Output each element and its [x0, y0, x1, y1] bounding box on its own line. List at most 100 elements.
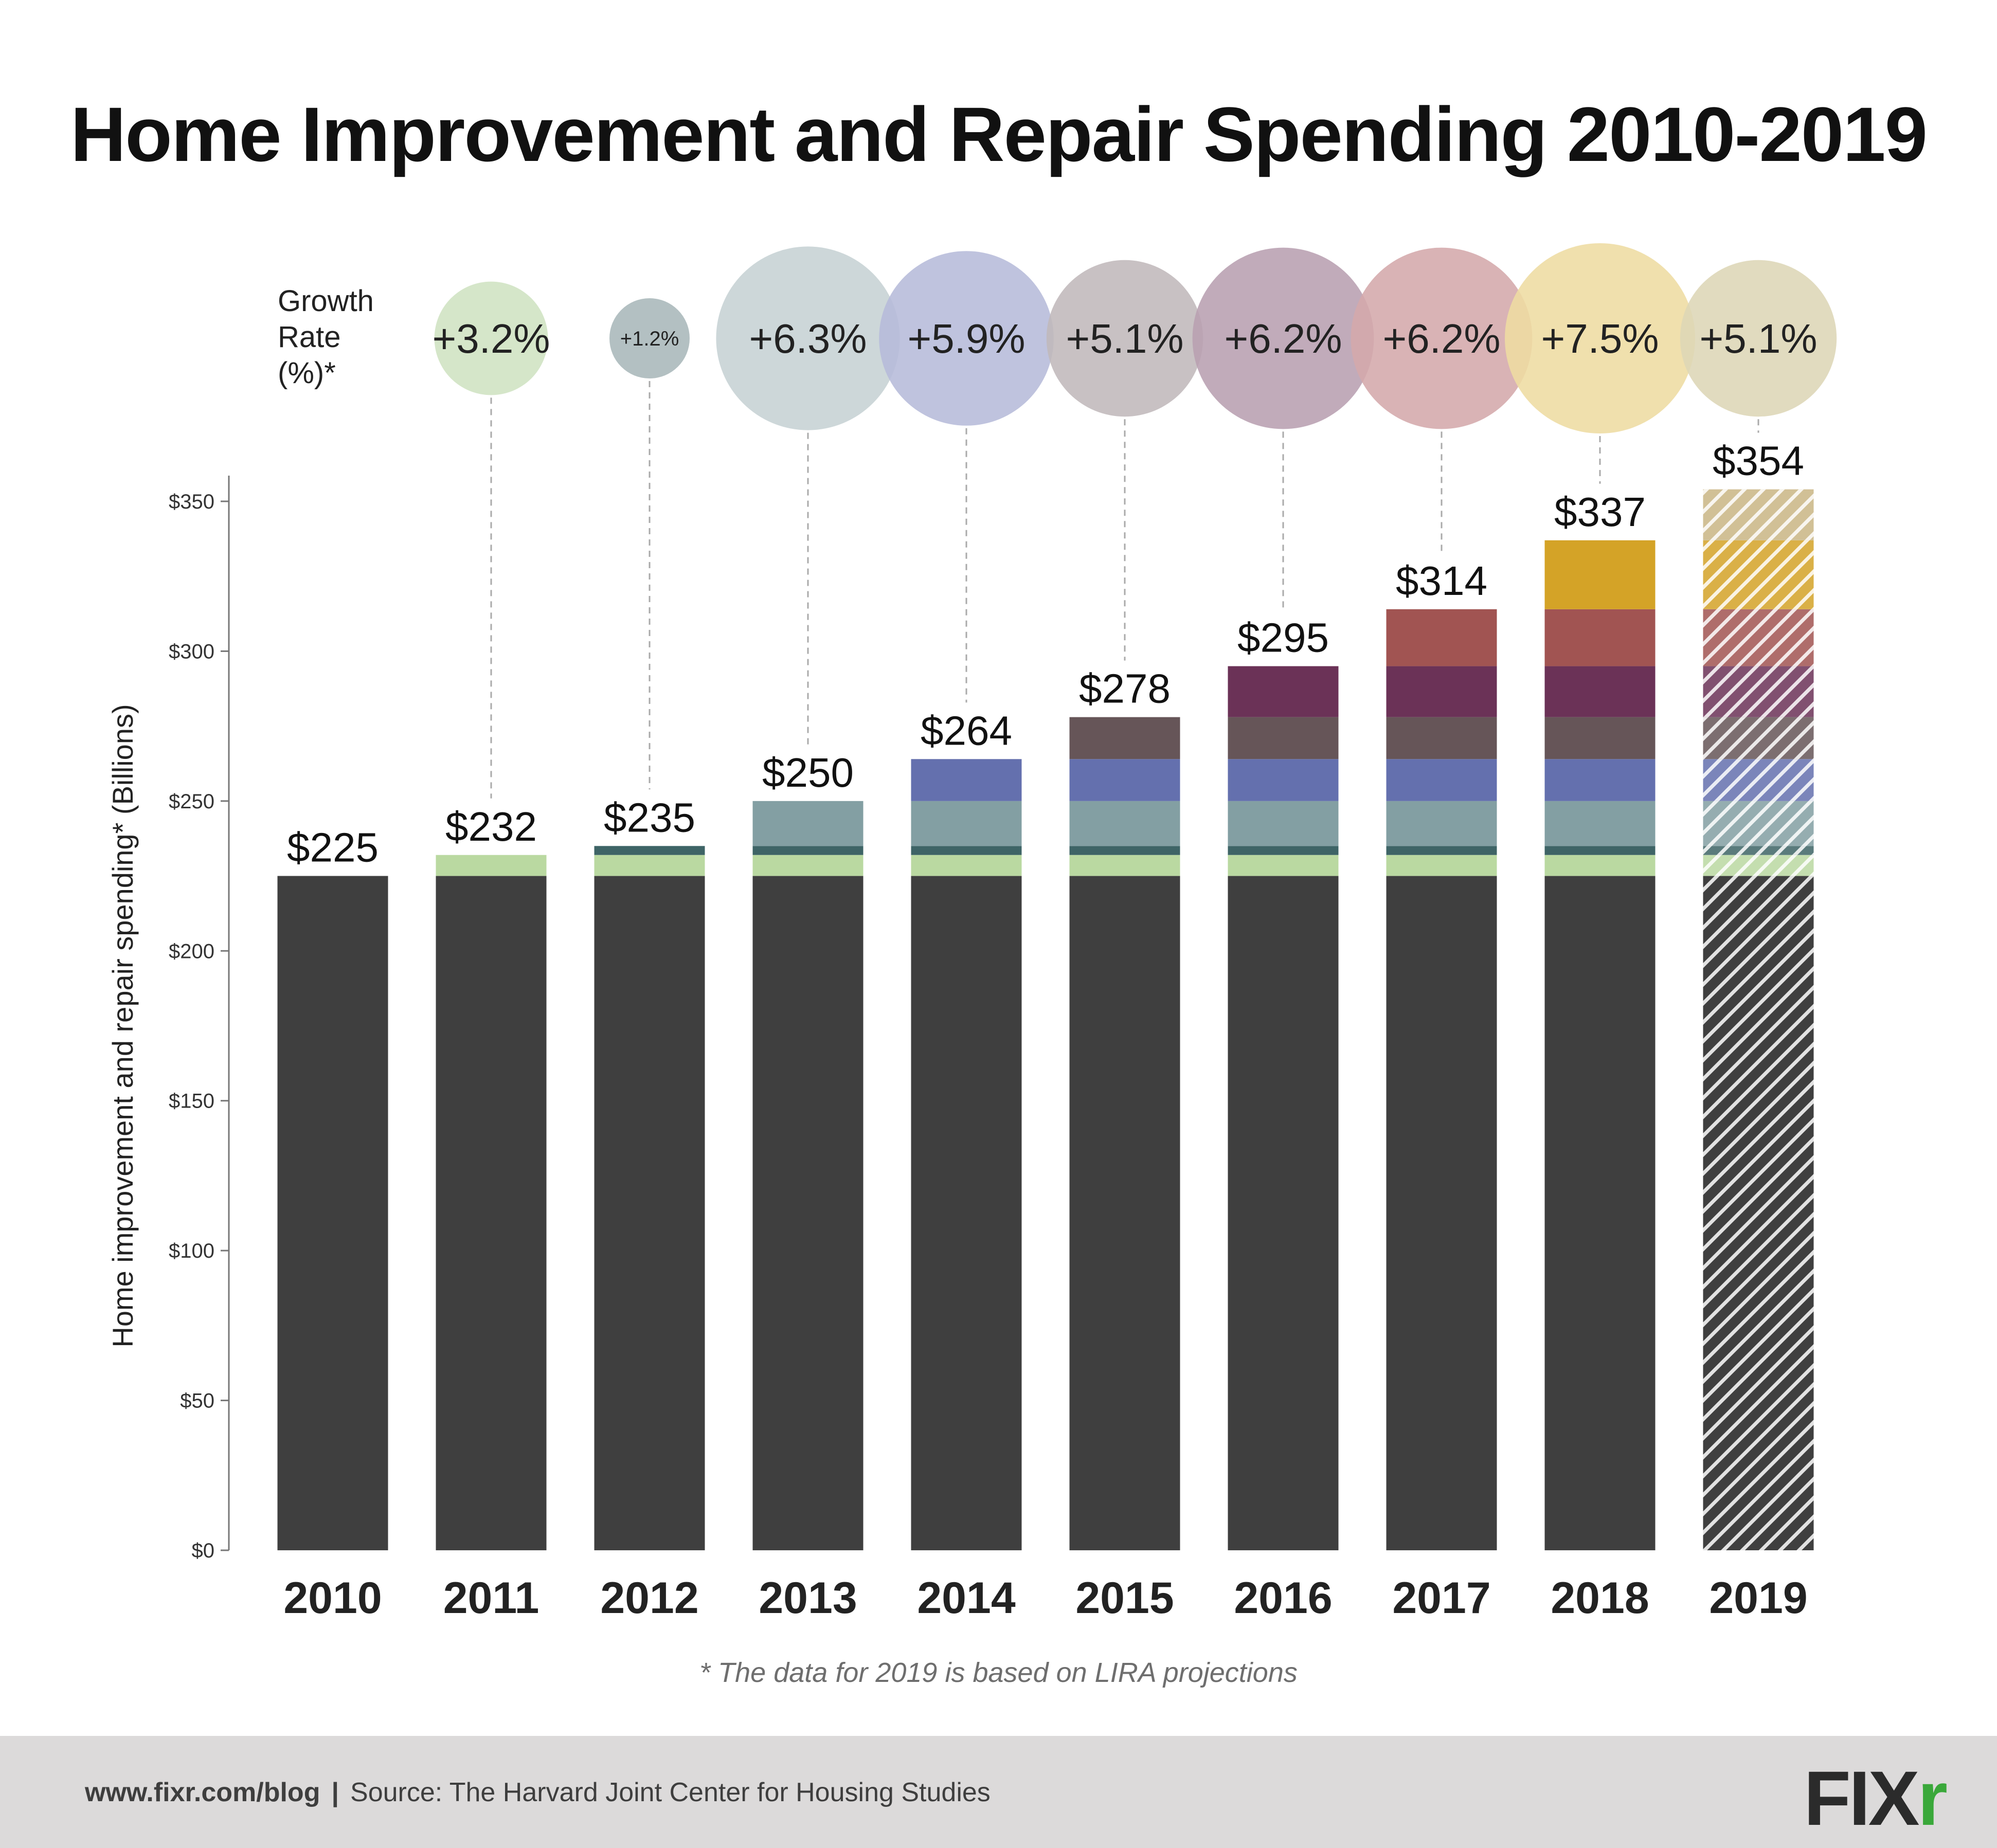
y-tick-label: $200 [169, 940, 214, 963]
growth-bubble [1046, 260, 1203, 417]
bar-segment [1228, 666, 1339, 717]
growth-rate-label: +5.1% [1066, 316, 1183, 361]
bar-segment [594, 855, 705, 876]
year-label: 2015 [1075, 1573, 1174, 1623]
projected-overlay [1703, 489, 1814, 876]
bar-segment [752, 846, 863, 855]
bar-segment [1544, 876, 1656, 1550]
footer-text: www.fixr.com/blog | Source: The Harvard Jo… [85, 1777, 991, 1808]
bar-segment [1544, 801, 1656, 846]
y-tick-label: $250 [169, 790, 214, 813]
growth-bubble [1505, 243, 1695, 433]
bar-segment [1544, 540, 1656, 609]
footer-source: Source: The Harvard Joint Center for Hou… [350, 1778, 991, 1807]
growth-bubble [434, 281, 548, 395]
y-tick-label: $50 [180, 1390, 214, 1412]
y-tick-label: $300 [169, 640, 214, 663]
year-label: 2018 [1551, 1573, 1649, 1623]
bar-segment [1386, 717, 1497, 759]
growth-bubble [1351, 247, 1533, 429]
total-value-label: $295 [1237, 615, 1329, 661]
bar-segment [1386, 666, 1497, 717]
chart-title: Home Improvement and Repair Spending 201… [70, 91, 1928, 177]
total-value-label: $354 [1713, 438, 1804, 484]
bar-segment [911, 801, 1022, 846]
bar-segment [594, 846, 705, 855]
bar-segment [1544, 855, 1656, 876]
year-label: 2017 [1392, 1573, 1490, 1623]
growth-rate-label: +6.2% [1382, 316, 1500, 361]
footnote: * The data for 2019 is based on LIRA pro… [699, 1657, 1298, 1688]
bar-segment [1544, 666, 1656, 717]
bar-segment [1228, 759, 1339, 801]
bar-segment [1069, 759, 1180, 801]
bar-segment-hatch [1703, 666, 1814, 717]
total-value-label: $314 [1396, 558, 1487, 604]
y-tick-label: $350 [169, 491, 214, 513]
bar-segment [752, 855, 863, 876]
bar-segment [1386, 609, 1497, 666]
growth-connectors [490, 381, 1759, 799]
y-tick-label: $150 [169, 1090, 214, 1113]
footer-bar: www.fixr.com/blog | Source: The Harvard Jo… [0, 1736, 1997, 1848]
bar-segment [911, 876, 1022, 1550]
bar-segment [1228, 801, 1339, 846]
year-label: 2019 [1709, 1573, 1807, 1623]
growth-bubble [716, 246, 900, 430]
growth-rate-header: (%)* [278, 356, 336, 390]
bar-segment-hatch [1703, 855, 1814, 876]
year-label: 2014 [917, 1573, 1015, 1623]
growth-rate-label: +6.2% [1224, 316, 1342, 361]
growth-bubbles [434, 243, 1837, 433]
bar-segment-hatch [1703, 489, 1814, 540]
total-value-label: $264 [921, 708, 1012, 753]
year-label: 2010 [283, 1573, 382, 1623]
footer-url[interactable]: www.fixr.com/blog [85, 1778, 320, 1807]
bar-segment-hatch [1703, 876, 1814, 1550]
growth-bubble [1680, 260, 1837, 417]
bar-segment [277, 876, 388, 1550]
bar-segment [1386, 801, 1497, 846]
bar-segment-hatch [1703, 717, 1814, 759]
growth-rate-label: +7.5% [1541, 316, 1659, 361]
total-value-label: $250 [762, 750, 854, 795]
bar-chart: $0 $50 $100 $150 $200 $250 $300 $350 Home improv… [106, 243, 1837, 1623]
y-tick-label: $100 [169, 1240, 214, 1262]
y-tick-label: $0 [192, 1539, 215, 1562]
growth-rate-header: Rate [278, 320, 341, 354]
logo-main-text: FIX [1804, 1755, 1919, 1841]
bar-segment [1069, 717, 1180, 759]
bar-segment [1386, 855, 1497, 876]
footer-separator: | [331, 1778, 339, 1807]
total-value-label: $235 [604, 794, 695, 840]
growth-rate-label: +3.2% [432, 316, 550, 361]
bar-segment-hatch [1703, 609, 1814, 666]
growth-bubble [879, 251, 1054, 426]
bar-segment [1069, 876, 1180, 1550]
bar-segment [911, 759, 1022, 801]
bar-segment-hatch [1703, 801, 1814, 846]
growth-bubble [1192, 247, 1374, 429]
growth-rate-header: Growth [278, 284, 374, 318]
total-value-label: $232 [445, 804, 537, 849]
bars [277, 489, 1814, 1550]
growth-bubble [609, 298, 690, 378]
bar-segment [752, 801, 863, 846]
bar-segment [1386, 759, 1497, 801]
bar-segment [1386, 876, 1497, 1550]
y-axis: $0 $50 $100 $150 $200 $250 $300 $350 Home improv… [106, 476, 230, 1562]
bar-segment [911, 846, 1022, 855]
bar-segment [752, 876, 863, 1550]
bar-segment [1228, 855, 1339, 876]
total-value-label: $278 [1079, 666, 1171, 712]
bar-segment [1544, 609, 1656, 666]
growth-rate-label: +5.9% [907, 316, 1025, 361]
bar-segment-hatch [1703, 540, 1814, 609]
bar-segment [436, 855, 547, 876]
fixr-logo: FIXr [1804, 1760, 1948, 1837]
bar-segment [594, 876, 705, 1550]
bar-segment [1069, 801, 1180, 846]
bar-segment [1544, 759, 1656, 801]
bar-segment-hatch [1703, 846, 1814, 855]
y-axis-title: Home improvement and repair spending* (B… [106, 704, 139, 1347]
